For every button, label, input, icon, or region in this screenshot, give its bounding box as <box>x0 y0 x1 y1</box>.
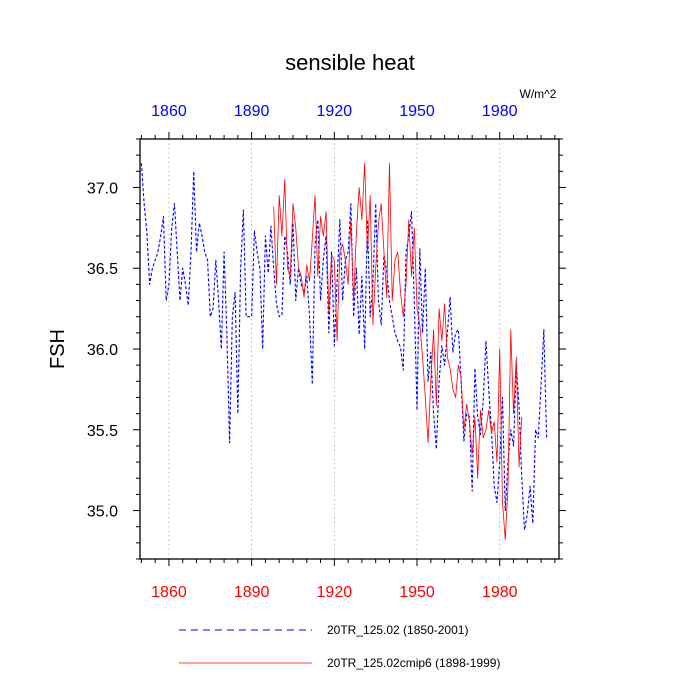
x-tick-label-bottom-1920: 1920 <box>317 584 353 601</box>
legend-label-series-1: 20TR_125.02 (1850-2001) <box>327 623 468 637</box>
x-tick-label-top-1980: 1980 <box>482 103 518 120</box>
y-tick-label-37: 37.0 <box>87 180 118 197</box>
x-tick-label-bottom-1980: 1980 <box>482 584 518 601</box>
grid-lines <box>168 139 501 559</box>
x-tick-label-bottom-1950: 1950 <box>399 584 435 601</box>
axis-ticks <box>133 132 566 566</box>
x-tick-label-top-1860: 1860 <box>151 103 187 120</box>
y-tick-label-35.5: 35.5 <box>87 423 118 440</box>
y-tick-label-36: 36.0 <box>87 342 118 359</box>
x-tick-label-top-1920: 1920 <box>317 103 353 120</box>
legend: 20TR_125.02 (1850-2001) 20TR_125.02cmip6… <box>179 623 500 670</box>
units-label: W/m^2 <box>520 87 557 101</box>
legend-label-series-2: 20TR_125.02cmip6 (1898-1999) <box>327 656 500 670</box>
x-tick-label-top-1950: 1950 <box>399 103 435 120</box>
x-tick-label-bottom-1890: 1890 <box>234 584 270 601</box>
y-tick-label-35: 35.0 <box>87 504 118 521</box>
axis-tick-labels: 1860 1860 1890 1890 1920 1920 1950 1950 1980 1980… <box>87 103 518 601</box>
y-axis-label: FSH <box>47 329 69 369</box>
y-tick-label-36.5: 36.5 <box>87 261 118 278</box>
series-line-1 <box>140 163 548 531</box>
series-line-2 <box>273 162 523 541</box>
series-lines <box>140 162 548 541</box>
x-tick-label-bottom-1860: 1860 <box>151 584 187 601</box>
x-tick-label-top-1890: 1890 <box>234 103 270 120</box>
chart-title: sensible heat <box>285 50 415 75</box>
